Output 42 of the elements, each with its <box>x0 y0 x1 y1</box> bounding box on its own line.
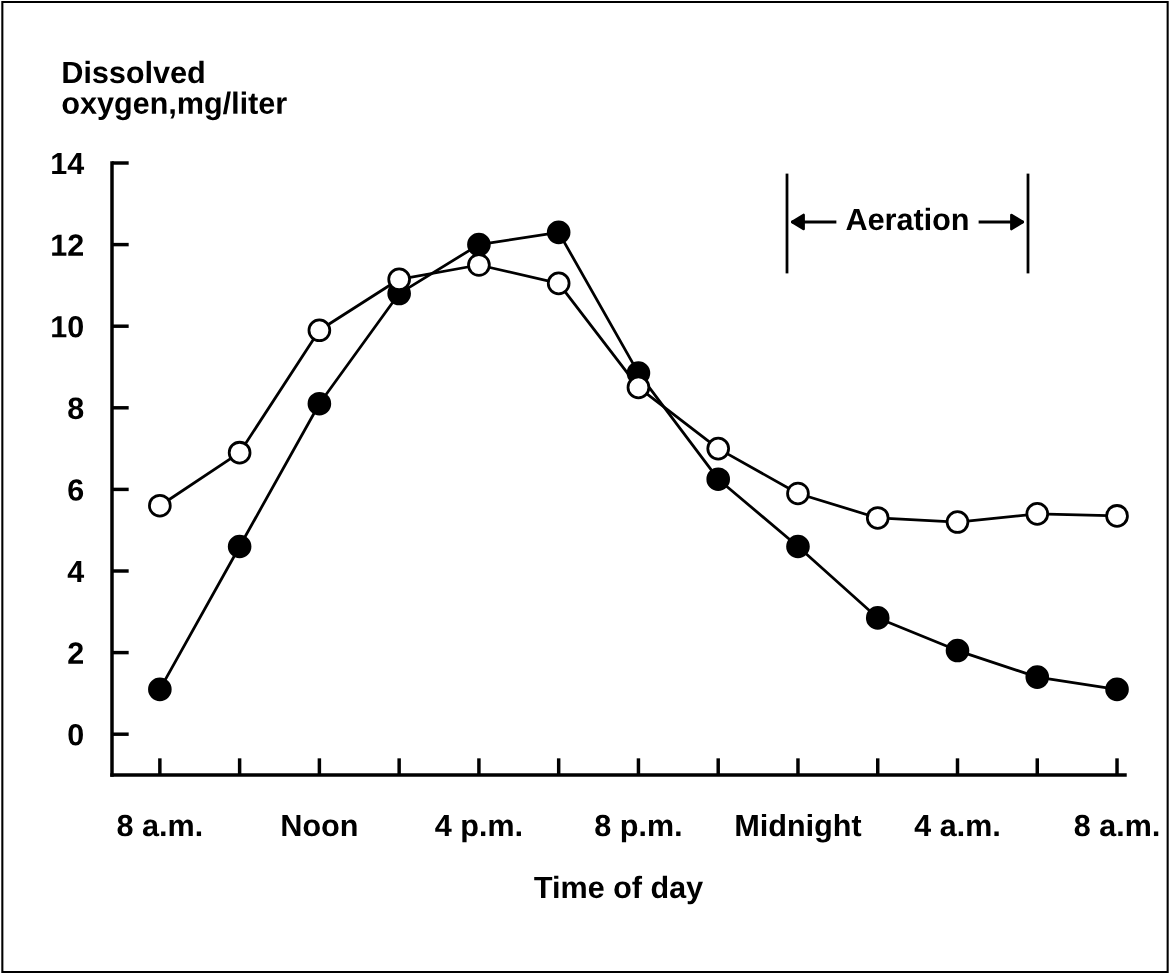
point <box>945 638 970 663</box>
x-tick-label: 4 p.m. <box>435 815 521 843</box>
point <box>1105 504 1129 528</box>
point <box>307 318 332 343</box>
point <box>546 220 571 245</box>
y-tick-label: 10 <box>52 315 83 338</box>
point <box>786 481 810 506</box>
y-tick-label: 6 <box>68 479 84 501</box>
point <box>1105 677 1129 702</box>
x-tick-label: 8 p.m. <box>595 814 681 843</box>
point <box>546 271 571 296</box>
x-tick-label: 8 a.m. <box>1074 814 1159 837</box>
point <box>1025 665 1050 689</box>
point <box>865 506 890 530</box>
y-tick-label: 8 <box>68 397 84 420</box>
point <box>148 677 172 702</box>
annotation: Aeration <box>846 207 968 231</box>
x-tick-label: 4 a.m. <box>914 815 999 837</box>
y-tick-label: 12 <box>52 234 83 256</box>
x-tick-label: 8 a.m. <box>117 814 202 837</box>
point <box>945 510 970 534</box>
y-tick-label: 0 <box>68 723 83 746</box>
point <box>706 436 731 461</box>
point <box>786 534 810 559</box>
point <box>1025 502 1050 526</box>
point <box>307 391 332 416</box>
x-tick-label: Noon <box>282 815 357 837</box>
point <box>387 267 411 292</box>
y-axis-title: Dissolved oxygen,mg/liter <box>62 60 287 121</box>
point <box>467 232 491 257</box>
x-tick-label: Midnight <box>736 813 862 843</box>
point <box>865 606 890 630</box>
point <box>467 253 491 277</box>
point <box>626 375 651 400</box>
point <box>706 467 731 492</box>
point <box>227 534 252 559</box>
x-axis-title: Time of day <box>534 875 703 905</box>
y-tick-label: 2 <box>68 642 83 664</box>
y-tick-label: 4 <box>67 561 85 583</box>
point <box>148 493 172 518</box>
y-tick-label: 14 <box>52 153 85 175</box>
point <box>227 440 252 465</box>
